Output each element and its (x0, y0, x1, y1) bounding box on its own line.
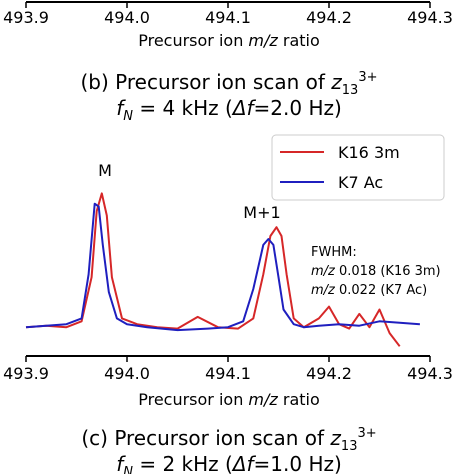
bottom-caption-line1: (c) Precursor ion scan of z133+ (81, 426, 376, 454)
bottom-x-tick-label: 494.3 (407, 364, 453, 383)
series-line-k7-ac (25, 202, 420, 332)
legend-label-k7-ac: K7 Ac (338, 173, 383, 192)
bottom-x-tick-label: 494.2 (306, 364, 352, 383)
top-caption-line1: (b) Precursor ion scan of z133+ (81, 70, 378, 98)
top-panel: 493.9 494.0 494.1 494.2 494.3 Precursor ion … (3, 1, 453, 124)
fwhm-line-k7: m/z 0.022 (K7 Ac) (311, 283, 427, 298)
top-x-tick-label: 494.2 (306, 8, 352, 27)
fwhm-title: FWHM: (311, 245, 357, 260)
bottom-x-tick-label: 494.0 (104, 364, 150, 383)
bottom-x-tick-label: 493.9 (3, 364, 49, 383)
bottom-panel: 493.9 494.0 494.1 494.2 494.3 M M+1 FWHM: m/… (3, 134, 453, 474)
plot-series (25, 192, 420, 347)
bottom-x-axis-label: Precursor ion m/z ratio (138, 390, 320, 409)
top-x-ticks: 493.9 494.0 494.1 494.2 494.3 (3, 2, 453, 27)
peak-label-m-plus-1: M+1 (243, 203, 280, 222)
legend-label-k16-3m: K16 3m (338, 143, 400, 162)
bottom-x-tick-label: 494.1 (205, 364, 251, 383)
top-x-tick-label: 494.0 (104, 8, 150, 27)
legend: K16 3m K7 Ac (271, 134, 445, 201)
bottom-caption-line2: fN = 2 kHz (Δf=1.0 Hz) (116, 452, 342, 474)
peak-label-m: M (98, 161, 112, 180)
top-caption-line2: fN = 4 kHz (Δf=2.0 Hz) (116, 96, 342, 124)
top-x-tick-label: 494.1 (205, 8, 251, 27)
top-x-tick-label: 493.9 (3, 8, 49, 27)
bottom-x-ticks: 493.9 494.0 494.1 494.2 494.3 (3, 356, 453, 383)
top-x-axis-label: Precursor ion m/z ratio (138, 31, 320, 50)
fwhm-line-k16: m/z 0.018 (K16 3m) (311, 264, 441, 279)
top-x-tick-label: 494.3 (407, 8, 453, 27)
